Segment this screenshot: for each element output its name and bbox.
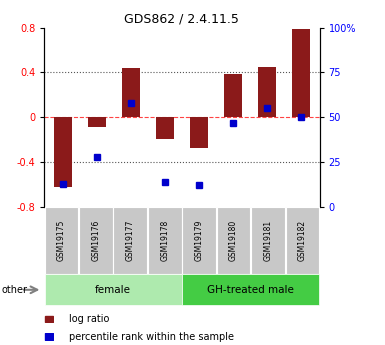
Text: GSM19175: GSM19175 [57,220,66,261]
Bar [156,117,174,139]
Bar [45,315,53,322]
Bar [189,117,208,148]
Text: GH-treated male: GH-treated male [207,285,294,295]
Text: GSM19179: GSM19179 [194,220,204,261]
Text: log ratio: log ratio [69,314,110,324]
Bar [88,117,106,127]
Bar [258,67,276,117]
Text: female: female [95,285,131,295]
Bar [45,333,53,340]
Bar [291,29,310,117]
Text: other: other [2,285,28,295]
Bar [54,117,72,187]
Bar [224,73,242,117]
Text: GSM19181: GSM19181 [263,220,273,261]
Text: GSM19177: GSM19177 [126,220,135,261]
Text: GSM19178: GSM19178 [160,220,169,261]
Text: GSM19182: GSM19182 [298,220,307,261]
Text: percentile rank within the sample: percentile rank within the sample [69,332,234,342]
Text: GSM19176: GSM19176 [91,220,100,261]
Text: GSM19180: GSM19180 [229,220,238,261]
Text: GDS862 / 2.4.11.5: GDS862 / 2.4.11.5 [124,12,238,25]
Bar [122,68,140,117]
